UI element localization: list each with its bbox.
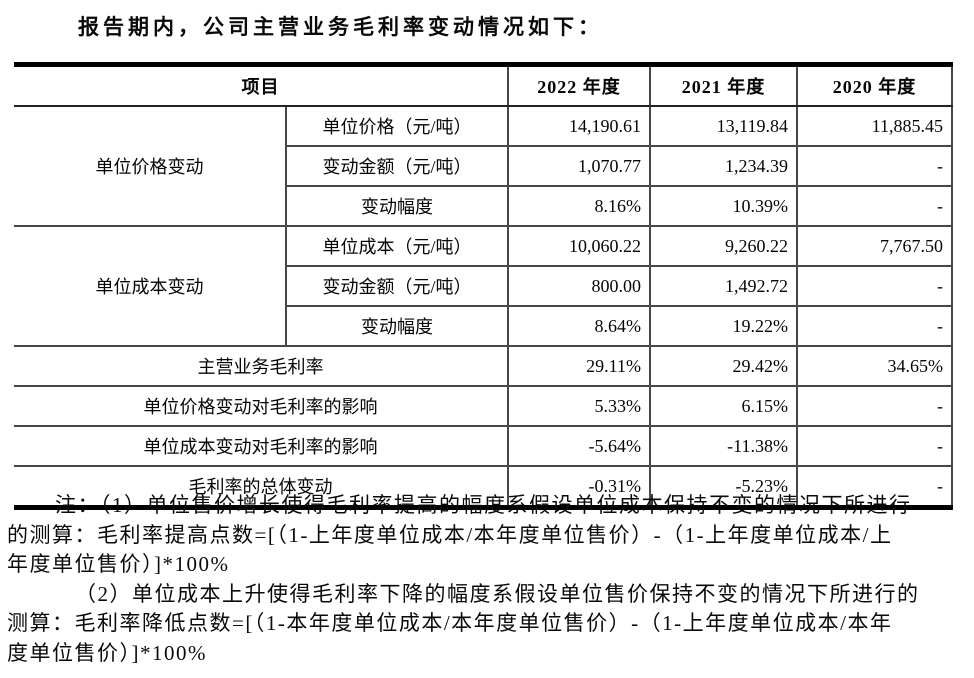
cell-label: 单位成本变动对毛利率的影响 (14, 425, 509, 467)
cell-label: 变动金额（元/吨） (285, 145, 509, 187)
cell-value-2021: 29.42% (649, 345, 798, 387)
cell-label: 变动金额（元/吨） (285, 265, 509, 307)
footnote-2-line-1: （2）单位成本上升使得毛利率下降的幅度系假设单位售价保持不变的情况下所进行的 (75, 581, 920, 606)
cell-value-2022: 1,070.77 (507, 145, 651, 187)
cell-label: 单位价格（元/吨） (285, 105, 509, 147)
cell-value-2022: 10,060.22 (507, 225, 651, 267)
table-row-main-business-margin: 主营业务毛利率 29.11% 29.42% 34.65% (14, 345, 953, 387)
gross-margin-change-table: 项目 2022 年度 2021 年度 2020 年度 单位价格变动 单位价格（元… (14, 62, 953, 510)
cell-label: 变动幅度 (285, 305, 509, 347)
cell-value-2021: 1,492.72 (649, 265, 798, 307)
cell-value-2020: 34.65% (796, 345, 953, 387)
footnote-1-line-3: 年度单位售价）]*100% (7, 552, 230, 576)
table-row-unit-price: 单位价格变动 单位价格（元/吨） 14,190.61 13,119.84 11,… (14, 105, 953, 227)
cell-value-2020: - (796, 305, 953, 347)
table-row-cost-change-rate: 变动幅度 8.64% 19.22% - (14, 305, 953, 347)
cell-value-2020: - (796, 425, 953, 467)
cell-value-2022: -5.64% (507, 425, 651, 467)
table-row-price-change-amount: 变动金额（元/吨） 1,070.77 1,234.39 - (14, 145, 953, 187)
cell-value-2022: 29.11% (507, 345, 651, 387)
cell-value-2022: 8.16% (507, 185, 651, 227)
cell-value-2021: 9,260.22 (649, 225, 798, 267)
header-year-2020: 2020 年度 (796, 62, 953, 107)
footnote-1-line-1: 注：（1）单位售价增长使得毛利率提高的幅度系假设单位成本保持不变的情况下所进行 (55, 493, 912, 517)
cell-value-2022: 8.64% (507, 305, 651, 347)
cell-value-2020: 7,767.50 (796, 225, 953, 267)
table-row-cost-change-amount: 变动金额（元/吨） 800.00 1,492.72 - (14, 265, 953, 307)
cell-value-2021: -5.23% (649, 465, 798, 510)
cell-label: 主营业务毛利率 (14, 345, 509, 387)
cell-label: 毛利率的总体变动 (14, 465, 509, 510)
cell-value-2022: -0.31% (507, 465, 651, 510)
group-label-unit-cost-change: 单位成本变动 (14, 225, 287, 347)
cell-value-2021: 6.15% (649, 385, 798, 427)
table-row-cost-impact-on-margin: 单位成本变动对毛利率的影响 -5.64% -11.38% - (14, 425, 953, 467)
cell-value-2021: 19.22% (649, 305, 798, 347)
cell-value-2020: - (796, 465, 953, 510)
cell-value-2022: 5.33% (507, 385, 651, 427)
table-row-unit-cost: 单位成本变动 单位成本（元/吨） 10,060.22 9,260.22 7,76… (14, 225, 953, 347)
table-header-row: 项目 2022 年度 2021 年度 2020 年度 (14, 62, 953, 107)
cell-value-2022: 14,190.61 (507, 105, 651, 147)
section-intro-text: 报告期内，公司主营业务毛利率变动情况如下： (78, 15, 603, 39)
cell-label: 变动幅度 (285, 185, 509, 227)
footnote-2-line-3: 度单位售价）]*100% (7, 640, 207, 665)
footnote-1-line-2: 的测算：毛利率提高点数=[（1-上年度单位成本/本年度单位售价）-（1-上年度单… (7, 522, 893, 547)
cell-label: 单位成本（元/吨） (285, 225, 509, 267)
cell-value-2021: -11.38% (649, 425, 798, 467)
group-label-unit-price-change: 单位价格变动 (14, 105, 287, 227)
cell-value-2020: - (796, 185, 953, 227)
cell-value-2020: - (796, 265, 953, 307)
table-row-price-change-rate: 变动幅度 8.16% 10.39% - (14, 185, 953, 227)
cell-value-2021: 13,119.84 (649, 105, 798, 147)
table-row-price-impact-on-margin: 单位价格变动对毛利率的影响 5.33% 6.15% - (14, 385, 953, 427)
table-row-overall-margin-change: 毛利率的总体变动 -0.31% -5.23% - (14, 465, 953, 510)
cell-value-2020: - (796, 385, 953, 427)
cell-label: 单位价格变动对毛利率的影响 (14, 385, 509, 427)
footnote-2-line-2: 测算：毛利率降低点数=[（1-本年度单位成本/本年度单位售价）-（1-上年度单位… (7, 611, 893, 635)
cell-value-2021: 10.39% (649, 185, 798, 227)
header-year-2021: 2021 年度 (649, 62, 798, 107)
header-year-2022: 2022 年度 (507, 62, 651, 107)
header-item: 项目 (14, 62, 509, 107)
cell-value-2020: 11,885.45 (796, 105, 953, 147)
footnotes-block: 注：（1）单位售价增长使得毛利率提高的幅度系假设单位成本保持不变的情况下所进行 … (7, 491, 959, 668)
cell-value-2020: - (796, 145, 953, 187)
cell-value-2022: 800.00 (507, 265, 651, 307)
cell-value-2021: 1,234.39 (649, 145, 798, 187)
